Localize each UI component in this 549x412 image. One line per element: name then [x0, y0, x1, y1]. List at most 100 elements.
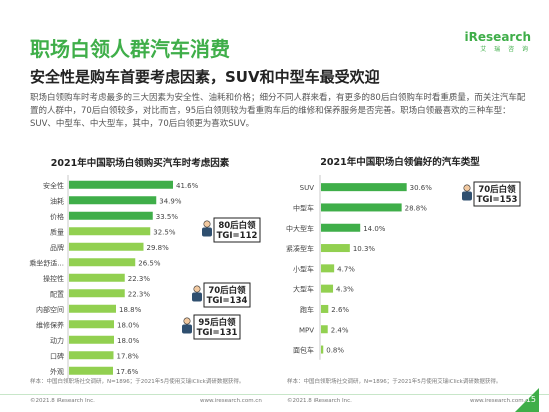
chart-0-callout-0-man-icon-body	[202, 227, 212, 237]
chart-0-callout-2-box	[193, 314, 241, 340]
chart-0-bar	[69, 351, 114, 360]
footer-copyright-right: ©2021.8 iResearch Inc.	[287, 398, 352, 404]
chart-1-value-label: 2.4%	[331, 326, 349, 334]
iresearch-logo: iResearch 艾 瑞 咨 询	[465, 30, 531, 53]
chart-0-bar	[69, 366, 113, 375]
chart-0-value-label: 17.6%	[116, 368, 139, 376]
chart-0-value-label: 18.0%	[117, 337, 140, 345]
sample-note-right: 样本：中国白领职场社交调研，N=1896；于2021年5月使用艾瑞iClick调…	[287, 379, 502, 385]
chart-0-category-label: 安全性	[43, 181, 64, 190]
page-description: 职场白领购车时考虑最多的三大因素为安全性、油耗和价格；细分不同人群来看，有更多的…	[30, 93, 526, 129]
chart-0-value-label: 22.3%	[128, 290, 151, 298]
chart-0-category-label: 内部空间	[36, 305, 64, 314]
chart-0-category-label: 品牌	[50, 243, 64, 252]
chart-0-bar	[69, 211, 153, 220]
chart-0-value-label: 29.8%	[147, 244, 170, 252]
page-title: 职场白领人群汽车消费	[30, 37, 230, 61]
chart-0-callout-2-man-icon-body	[182, 324, 192, 334]
chart-0-category-label: 质量	[50, 227, 64, 236]
chart-0-callout-2-tgi: TGI=131	[197, 328, 238, 338]
chart-0-value-label: 34.9%	[159, 197, 182, 205]
chart-1-category-label: 面包车	[293, 346, 314, 355]
chart-1-bar	[321, 203, 402, 212]
logo-subtext: 艾 瑞 咨 询	[480, 46, 531, 53]
chart-1-category-label: SUV	[300, 184, 315, 192]
chart-0-callout-2-label: 95后白领	[198, 317, 236, 328]
footer-url-right: www.iresearch.com.cn	[470, 398, 532, 404]
chart-0-category-label: 乘坐舒适...	[29, 258, 64, 267]
chart-0-bar	[69, 242, 144, 251]
chart-1-category-label: 中型车	[293, 203, 314, 212]
chart-1-value-label: 30.6%	[410, 184, 433, 192]
chart-0-value-label: 33.5%	[156, 213, 179, 221]
chart-1-bar	[321, 244, 350, 253]
chart-0-callout-2-man-icon-head	[183, 317, 191, 325]
chart-1-bar	[321, 183, 407, 192]
chart-0-category-label: 操控性	[43, 274, 64, 283]
chart-0-bar	[69, 258, 136, 267]
chart-1-category-label: MPV	[299, 326, 314, 334]
chart-0-bar	[69, 227, 151, 236]
chart-1-bar	[321, 284, 334, 293]
chart-1-category-label: 中大型车	[286, 224, 314, 233]
chart-1-bar	[321, 345, 324, 354]
chart-0-bar	[69, 196, 157, 205]
chart-0-callout-1-man-icon-head	[193, 285, 201, 293]
chart-0-value-label: 17.8%	[117, 352, 140, 360]
chart-0-callout-1-label: 70后白领	[208, 285, 246, 296]
chart-0-bar	[69, 335, 114, 344]
chart-0-bar	[69, 320, 114, 329]
chart-0-bar	[69, 304, 116, 313]
chart-0-category-label: 外观	[50, 367, 64, 376]
chart-0-title: 2021年中国职场白领购买汽车时考虑因素	[51, 157, 230, 169]
chart-1-bar	[321, 304, 329, 313]
chart-1-category-label: 大型车	[293, 285, 314, 294]
chart-0-callout-1-tgi: TGI=134	[207, 296, 248, 306]
footer-copyright-left: ©2021.8 iResearch Inc.	[30, 398, 95, 404]
chart-1-callout-0-box	[473, 181, 521, 207]
chart-1-category-label: 小型车	[293, 264, 314, 273]
chart-0-category-label: 配置	[50, 290, 64, 298]
chart-0-bar	[69, 180, 173, 189]
chart-0-value-label: 32.5%	[153, 228, 176, 236]
logo-text: iResearch	[464, 30, 531, 44]
chart-1-value-label: 10.3%	[353, 245, 376, 253]
chart-0-value-label: 41.6%	[176, 182, 199, 190]
chart-1-value-label: 28.8%	[405, 204, 428, 212]
chart-0-callout-0-man-icon-head	[203, 220, 211, 228]
chart-0-bar	[69, 289, 125, 298]
chart-1-title: 2021年中国职场白领偏好的汽车类型	[320, 156, 480, 168]
chart-1-category-label: 跑车	[300, 305, 314, 314]
chart-1-bar	[321, 325, 328, 334]
chart-0-value-label: 22.3%	[128, 275, 151, 283]
chart-0-callout-0-tgi: TGI=112	[217, 231, 258, 241]
sample-note-left: 样本：中国白领职场社交调研，N=1896；于2021年5月使用艾瑞iClick调…	[30, 379, 245, 385]
chart-1-bar	[321, 264, 335, 273]
chart-0-callout-0-box	[213, 217, 261, 243]
chart-0-value-label: 18.8%	[119, 306, 142, 314]
chart-0-category-label: 油耗	[50, 196, 64, 205]
chart-1-value-label: 14.0%	[363, 225, 386, 233]
chart-1-callout-0-man-icon-head	[463, 184, 471, 192]
chart-1-callout-0-label: 70后白领	[478, 184, 516, 195]
chart-0-category-label: 动力	[50, 336, 64, 345]
chart-0-category-label: 口碑	[50, 351, 64, 360]
footer-url-left: www.iresearch.com.cn	[200, 398, 262, 404]
chart-1-callout-0-tgi: TGI=153	[477, 195, 518, 205]
footer-divider	[0, 394, 549, 395]
chart-0-value-label: 18.0%	[117, 321, 140, 329]
chart-0-callout-0-label: 80后白领	[218, 220, 256, 231]
chart-1-value-label: 0.8%	[326, 347, 344, 355]
chart-0-value-label: 26.5%	[138, 259, 161, 267]
chart-1-value-label: 4.3%	[336, 286, 354, 294]
chart-0-category-label: 价格	[50, 212, 64, 221]
chart-0-callout-1-box	[203, 282, 251, 308]
chart-1-value-label: 2.6%	[331, 306, 349, 314]
chart-1-bar	[321, 223, 361, 232]
chart-1-callout-0-man-icon-body	[462, 191, 472, 201]
chart-0-callout-1-man-icon-body	[192, 292, 202, 302]
chart-1-category-label: 紧凑型车	[286, 244, 314, 253]
chart-0-category-label: 维修保养	[36, 320, 64, 329]
chart-1-value-label: 4.7%	[337, 265, 355, 273]
